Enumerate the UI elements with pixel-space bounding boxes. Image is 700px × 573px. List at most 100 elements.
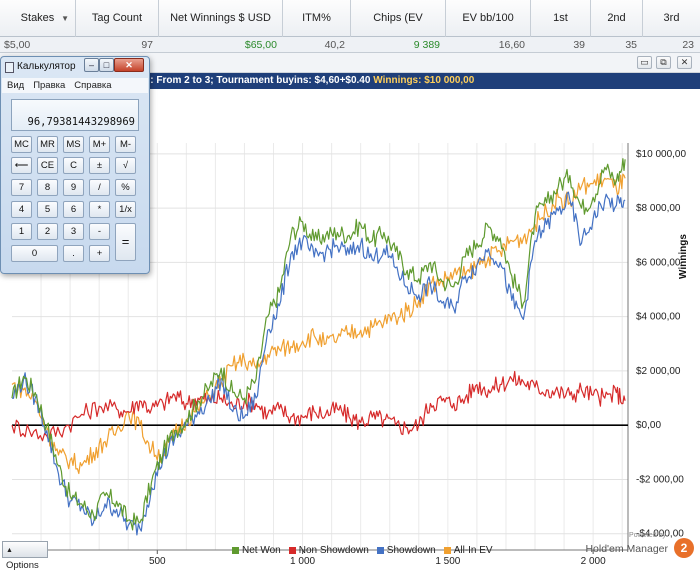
minimize-icon[interactable]: ▭ [637,56,652,69]
options-button[interactable]: ▲ Options [2,541,48,571]
calculator-display: 96,79381443298969 [11,99,139,131]
calculator-window[interactable]: Калькулятор – □ ✕ Вид Правка Справка 96,79… [0,56,150,274]
graph-title-filters: 2019 6:00); Number of players: From 2 to… [8,75,371,86]
brand-name: Hold'em Manager [585,543,668,555]
y-tick-label: $6 000,00 [636,257,681,268]
column-header-second[interactable]: 2nd [591,0,643,37]
key-3[interactable]: 3 [63,223,84,240]
cell-chips-ev: 9 389 [413,39,440,51]
key-9[interactable]: 9 [63,179,84,196]
series-line-non-showdown [11,370,626,442]
legend-label: Showdown [386,544,436,556]
column-header-ev-bb100[interactable]: EV bb/100 [446,0,531,37]
key-1[interactable]: 1 [11,223,32,240]
stats-table-header: Stakes ▼ Tag Count Net Winnings $ USD IT… [0,0,700,61]
y-tick-label: $4 000,00 [636,312,681,323]
menu-view[interactable]: Вид [7,80,25,91]
graph-legend: Net Won Non Showdown Showdown All-In EV [232,544,493,556]
maximize-icon[interactable]: □ [99,58,114,72]
key-mr[interactable]: MR [37,136,58,153]
legend-label: All-In EV [453,544,493,556]
calculator-icon [5,62,14,73]
key-minus[interactable]: - [89,223,110,240]
legend-item-showdown[interactable]: Showdown [376,544,436,556]
close-icon[interactable]: ✕ [114,58,144,72]
y-tick-label: $2 000,00 [636,366,681,377]
key-ms[interactable]: MS [63,136,84,153]
legend-swatch [443,546,451,554]
calculator-title-bar[interactable]: Калькулятор – □ ✕ [1,57,149,77]
cell-stakes: $5,00 [4,39,31,51]
series-line-showdown [11,191,626,536]
key-multiply[interactable]: * [89,201,110,218]
key-plus-minus[interactable]: ± [89,157,110,174]
close-icon[interactable]: ✕ [677,56,692,69]
legend-label: Net Won [242,544,281,556]
column-header-net-winnings[interactable]: Net Winnings $ USD [159,0,283,37]
key-7[interactable]: 7 [11,179,32,196]
graph-title: 2019 6:00); Number of players: From 2 to… [0,73,700,89]
graph-window-toolbar: ▭ ⧉ ✕ [0,53,700,73]
key-0[interactable]: 0 [11,245,58,262]
hm-logo-icon: 2 [674,538,694,558]
menu-edit[interactable]: Правка [33,80,66,91]
menu-help[interactable]: Справка [74,80,112,91]
key-mc[interactable]: MC [11,136,32,153]
key-4[interactable]: 4 [11,201,32,218]
y-axis-title: Winnings [678,234,689,279]
legend-item-non-showdown[interactable]: Non Showdown [288,544,369,556]
cell-net-winnings: $65,00 [244,39,277,51]
key-6[interactable]: 6 [63,201,84,218]
calculator-title: Калькулятор [17,61,76,72]
key-m-plus[interactable]: M+ [89,136,110,153]
restore-icon[interactable]: ⧉ [656,56,671,69]
key-m-minus[interactable]: M- [115,136,136,153]
column-header-third[interactable]: 3rd [663,12,680,24]
legend-swatch [376,546,384,554]
y-tick-label: -$4 000,00 [636,529,684,540]
key-percent[interactable]: % [115,179,136,196]
key-2[interactable]: 2 [37,223,58,240]
cell-itm: 40,2 [324,39,345,51]
key-ce[interactable]: CE [37,157,58,174]
key-equals[interactable]: = [115,223,136,261]
cell-second: 35 [625,39,637,51]
calculator-menu-bar: Вид Правка Справка [2,78,148,93]
y-tick-label: $10 000,00 [636,149,686,160]
key-decimal[interactable]: . [63,245,84,262]
column-header-chips-ev[interactable]: Chips (EV Adjusted) [351,0,446,61]
y-tick-label: -$2 000,00 [636,474,684,485]
column-header-stakes[interactable]: Stakes ▼ [0,0,76,37]
legend-item-net-won[interactable]: Net Won [232,545,281,556]
dropdown-arrow-icon[interactable]: ▼ [61,14,69,23]
x-tick-label: 2 000 [581,556,606,565]
key-8[interactable]: 8 [37,179,58,196]
key-c[interactable]: C [63,157,84,174]
caret-up-icon: ▲ [6,547,13,554]
column-header-first[interactable]: 1st [531,0,591,37]
cell-tag-count: 97 [141,39,153,51]
cell-third: 23 [682,39,694,51]
key-5[interactable]: 5 [37,201,58,218]
minimize-icon[interactable]: – [84,58,99,72]
x-tick-label: 1 500 [435,556,460,565]
cell-ev-bb100: 16,60 [498,39,525,51]
column-header-label: Stakes [20,12,55,24]
column-header-tag-count[interactable]: Tag Count [76,0,159,37]
x-tick-label: 1 000 [290,556,315,565]
graph-title-winnings: Winnings: $10 000,00 [373,75,475,86]
options-label: Options [6,560,39,571]
brand-logo: Powered by Hold'em Manager 2 [584,532,694,560]
key-backspace[interactable]: ⟵ [11,157,32,174]
key-sqrt[interactable]: √ [115,157,136,174]
cell-first: 39 [573,39,585,51]
legend-item-all-in-ev[interactable]: All-In EV [443,544,493,556]
column-header-itm[interactable]: ITM% [283,0,351,37]
x-tick-label: 500 [149,556,166,565]
y-tick-label: $8 000,00 [636,203,681,214]
table-row[interactable]: $5,00 97 $65,00 40,2 9 389 16,60 39 35 2… [0,37,700,53]
legend-label: Non Showdown [298,544,369,556]
key-reciprocal[interactable]: 1/x [115,201,136,218]
key-divide[interactable]: / [89,179,110,196]
key-plus[interactable]: + [89,245,110,262]
